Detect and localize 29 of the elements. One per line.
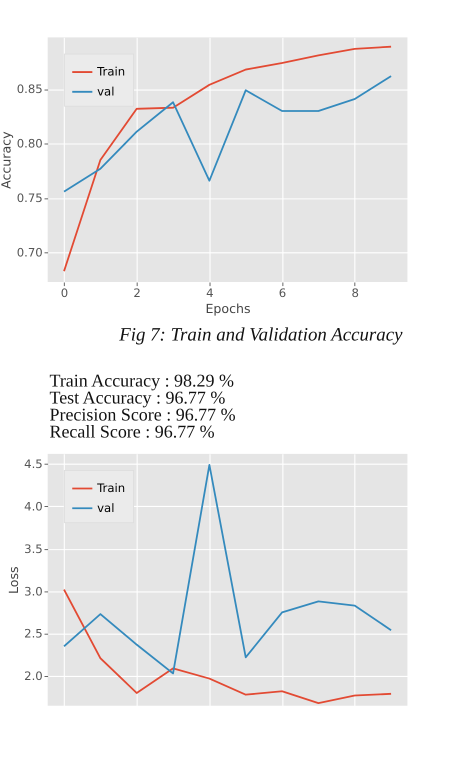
line-series [63,46,392,272]
y-tick-label: 2.0 [24,669,43,684]
y-tick-label: 3.0 [24,584,43,598]
text: Recall Score : 96.77 % [49,421,215,442]
y-tick-label: 0.70 [16,246,43,260]
line-series [63,588,392,704]
text: Train Accuracy : 98.29 % [49,370,234,391]
legend-label: Train [96,481,126,496]
x-tick-label: 8 [351,286,359,300]
y-tick-label: 0.75 [16,191,43,206]
y-axis-title: Accuracy [0,130,14,189]
legend-label: Train [96,64,126,79]
legend-label: val [97,500,114,515]
y-tick-label: 4.5 [24,457,43,472]
y-tick-label: 3.5 [24,542,43,556]
y-tick-label: 0.85 [16,82,43,96]
x-tick-label: 2 [133,286,141,300]
x-tick-label: 4 [206,286,214,300]
caption: Fig 7: Train and Validation Accuracy [118,324,404,346]
y-tick-label: 0.80 [16,136,43,151]
y-tick-label: 2.5 [24,626,43,641]
x-tick-label: 6 [278,286,286,300]
x-tick-label: 0 [60,286,68,300]
line-series [63,464,392,674]
x-axis-title: Epochs [205,301,251,316]
y-axis-title: Loss [6,566,21,594]
legend-label: val [97,84,114,98]
y-tick-label: 4.0 [24,499,43,514]
line-series [63,75,392,193]
